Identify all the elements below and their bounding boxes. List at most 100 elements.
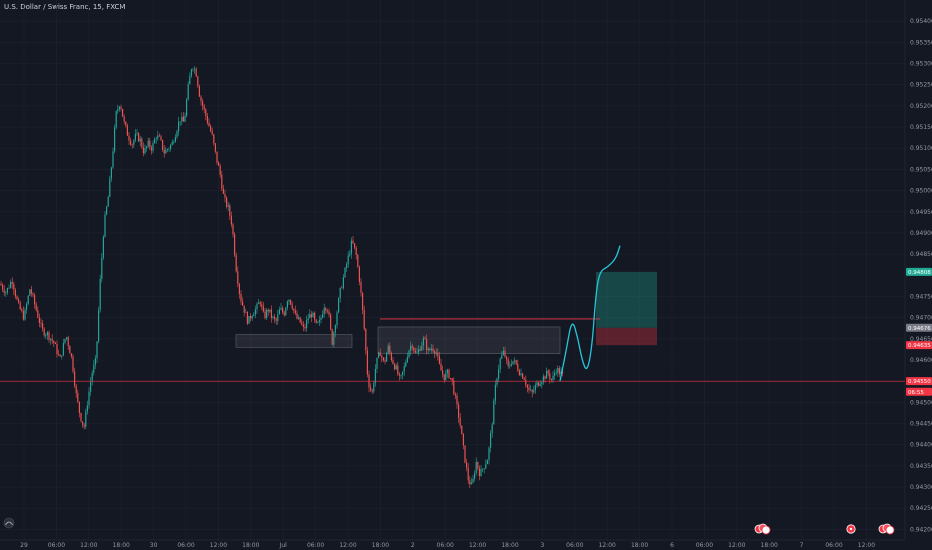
candle-body [146, 146, 148, 149]
x-tick-label: 2 [411, 542, 415, 549]
candle-body [219, 166, 221, 175]
candle-body [88, 391, 90, 406]
candle-body [370, 387, 372, 391]
candle-body [344, 267, 346, 278]
candle-body [330, 314, 332, 330]
candle-body [213, 134, 215, 144]
candle-body [163, 149, 165, 154]
events [754, 523, 895, 535]
candle-body [389, 345, 391, 353]
x-tick-label: 3 [540, 542, 544, 549]
candle-body [85, 411, 87, 427]
candle-body [285, 307, 287, 316]
candle-body [245, 312, 247, 313]
candle-body [155, 138, 157, 140]
candle-body [37, 310, 39, 318]
price-tag: 0.94676 [906, 323, 932, 332]
candle-body [434, 351, 436, 354]
candle-body [291, 304, 293, 309]
candle-body [10, 282, 12, 288]
candle-body [379, 352, 381, 356]
candle-body [525, 379, 527, 386]
candle-body [210, 126, 212, 132]
candle-body [122, 108, 124, 117]
candle-body [77, 393, 79, 402]
candle-body [208, 122, 210, 127]
candle-body [350, 240, 352, 254]
candle-body [430, 348, 432, 350]
candle-body [298, 317, 300, 319]
candle-body [558, 368, 560, 374]
candle-body [429, 348, 431, 350]
candle-body [427, 348, 429, 351]
candle-body [237, 271, 239, 284]
candle-body [198, 86, 200, 97]
candle-body [296, 313, 298, 319]
candle-body [123, 116, 125, 122]
candle-body [488, 447, 490, 461]
candle-body [195, 68, 197, 77]
candle-body [38, 317, 40, 323]
candle-body [258, 302, 260, 304]
candle-body [274, 316, 276, 319]
multi-event-icon[interactable] [878, 523, 895, 535]
candle-body [248, 315, 250, 324]
candle-body [32, 293, 34, 296]
drawings-above [0, 245, 905, 382]
candle-body [520, 373, 522, 376]
candle-body [61, 355, 63, 357]
candle-body [470, 482, 472, 485]
candle-body [187, 84, 189, 100]
candle-body [373, 383, 375, 392]
candle-body [448, 369, 450, 379]
candle-body [352, 240, 354, 244]
candle-body [128, 135, 130, 141]
tradingview-logo[interactable] [3, 517, 15, 529]
candle-body [125, 121, 127, 126]
candle-body [64, 338, 66, 344]
candle-body [464, 445, 466, 463]
candle-body [445, 372, 447, 380]
candle-body [483, 468, 485, 470]
candle-body [408, 350, 410, 358]
candle-body [269, 309, 271, 312]
candle-body [224, 193, 226, 198]
candle-body [232, 224, 234, 235]
drawings-below [235, 271, 657, 354]
candle-body [147, 140, 149, 147]
event-icon[interactable] [846, 524, 856, 534]
candle-body [402, 371, 404, 375]
candle-body [547, 370, 549, 374]
candle-body [307, 318, 309, 321]
candle-body [450, 378, 452, 379]
candle-body [562, 371, 564, 374]
candle-body [392, 360, 394, 364]
candle-body [98, 310, 100, 342]
candle-body [461, 425, 463, 435]
candle-body [166, 149, 168, 150]
candle-body [323, 307, 325, 314]
candle-body [158, 135, 160, 137]
candle-body [482, 469, 484, 470]
candle-body [3, 289, 5, 293]
candle-body [229, 205, 231, 216]
projection-path [559, 245, 621, 382]
candle-body [366, 350, 368, 375]
candle-body [467, 467, 469, 481]
candle-body [96, 341, 98, 359]
price-tag-bg [906, 267, 932, 276]
candle-body [43, 328, 45, 336]
price-tag-bg [906, 323, 932, 332]
candle-body [181, 116, 183, 122]
candle-body [405, 361, 407, 367]
multi-event-icon[interactable] [754, 523, 771, 535]
event-dot [849, 527, 853, 531]
candle-body [560, 371, 562, 374]
